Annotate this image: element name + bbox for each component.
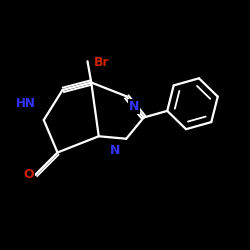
Text: HN: HN [16,97,36,110]
Text: N: N [128,100,139,113]
Text: Br: Br [94,56,109,69]
Text: O: O [24,168,34,181]
Text: N: N [110,144,120,156]
